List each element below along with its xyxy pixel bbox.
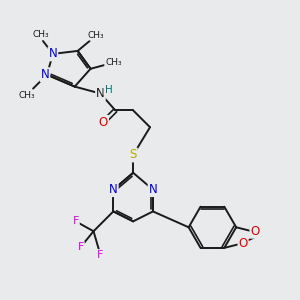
Text: S: S	[130, 148, 137, 161]
Text: F: F	[97, 250, 104, 260]
Text: N: N	[109, 183, 118, 196]
Text: O: O	[99, 116, 108, 129]
Text: F: F	[73, 216, 79, 226]
Text: N: N	[40, 68, 50, 81]
Text: O: O	[238, 237, 248, 250]
Text: N: N	[96, 87, 105, 100]
Text: H: H	[104, 85, 112, 94]
Text: CH₃: CH₃	[19, 91, 35, 100]
Text: N: N	[148, 183, 157, 196]
Text: N: N	[49, 47, 57, 60]
Text: O: O	[250, 225, 260, 238]
Text: F: F	[77, 242, 84, 252]
Text: CH₃: CH₃	[33, 30, 49, 39]
Text: CH₃: CH₃	[105, 58, 122, 67]
Text: CH₃: CH₃	[87, 31, 104, 40]
